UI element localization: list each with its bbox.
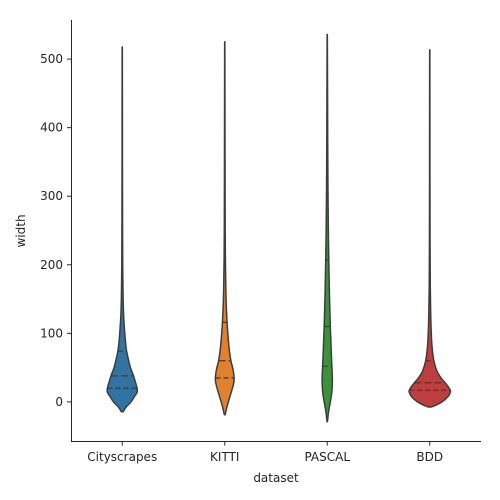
y-tick-label: 0 bbox=[55, 395, 63, 409]
y-tick-label: 400 bbox=[40, 121, 63, 135]
y-axis-label: width bbox=[14, 214, 28, 247]
x-tick-label: Cityscrapes bbox=[87, 450, 157, 464]
y-tick-label: 300 bbox=[40, 189, 63, 203]
plot-area bbox=[106, 33, 452, 423]
violin-cityscrapes bbox=[106, 46, 139, 413]
x-tick-label: PASCAL bbox=[304, 450, 350, 464]
x-tick-label: KITTI bbox=[210, 450, 239, 464]
y-tick-label: 500 bbox=[40, 52, 63, 66]
violin-bdd bbox=[408, 49, 452, 408]
x-tick-label: BDD bbox=[416, 450, 443, 464]
violin-kitti bbox=[214, 41, 235, 416]
y-tick-label: 100 bbox=[40, 326, 63, 340]
x-axis-label: dataset bbox=[253, 471, 299, 485]
y-tick-label: 200 bbox=[40, 258, 63, 272]
axes: Cityscrapes KITTI PASCAL BDD 0 100 200 300 400 50… bbox=[40, 20, 481, 464]
violin-pascal bbox=[321, 33, 334, 423]
